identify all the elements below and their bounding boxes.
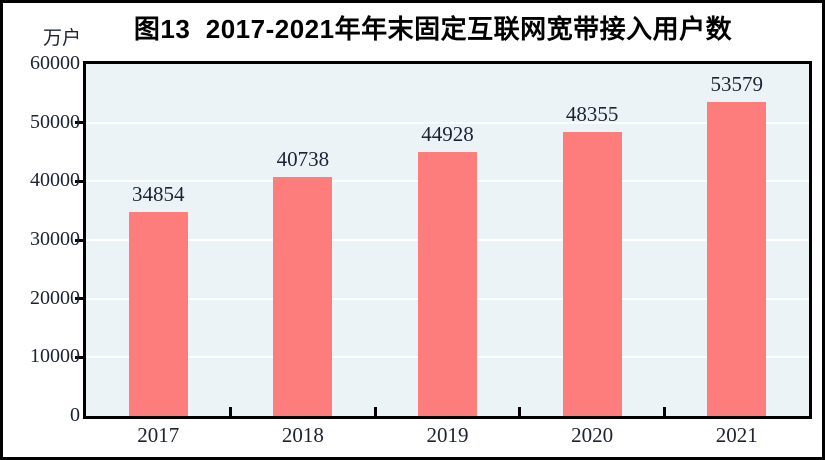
x-tick-mark-1 [229,407,233,416]
bar-2021 [707,101,767,416]
y-tick-label: 30000 [30,228,80,250]
x-tick-label-2017: 2017 [137,423,180,447]
x-tick-label-2019: 2019 [426,423,469,447]
chart-title: 图13 2017-2021年年末固定互联网宽带接入用户数 [133,14,733,44]
y-tick-mark-50000 [75,121,84,125]
y-tick-label: 60000 [30,52,80,74]
y-tick-label: 0 [70,404,80,426]
x-tick-label-2021: 2021 [715,423,758,447]
y-tick-mark-20000 [75,297,84,301]
y-tick-mark-30000 [75,238,84,242]
y-tick-mark-40000 [75,179,84,183]
bar-2019 [418,152,477,416]
x-tick-mark-2 [373,407,377,416]
bar-value-label-2019: 44928 [421,122,474,147]
bar-value-label-2017: 34854 [132,181,185,206]
bar-value-label-2021: 53579 [710,71,763,96]
bar-2020 [562,132,622,416]
bar-value-label-2018: 40738 [276,147,330,171]
gridline-50000 [86,121,809,124]
bar-value-label-2020: 48355 [565,102,619,127]
bar-2017 [128,211,188,416]
y-tick-label: 50000 [30,110,80,133]
x-tick-mark-3 [518,407,522,416]
bar-2018 [273,177,333,416]
y-tick-label: 20000 [30,286,80,309]
y-tick-label: 10000 [30,345,80,368]
x-tick-mark-4 [662,407,666,416]
plot-area [83,61,812,419]
x-tick-label-2018: 2018 [281,423,324,447]
y-axis-unit-label: 万户 [42,28,81,49]
y-tick-label: 40000 [30,169,80,192]
x-tick-label-2020: 2020 [571,423,614,447]
y-tick-mark-10000 [75,355,84,359]
